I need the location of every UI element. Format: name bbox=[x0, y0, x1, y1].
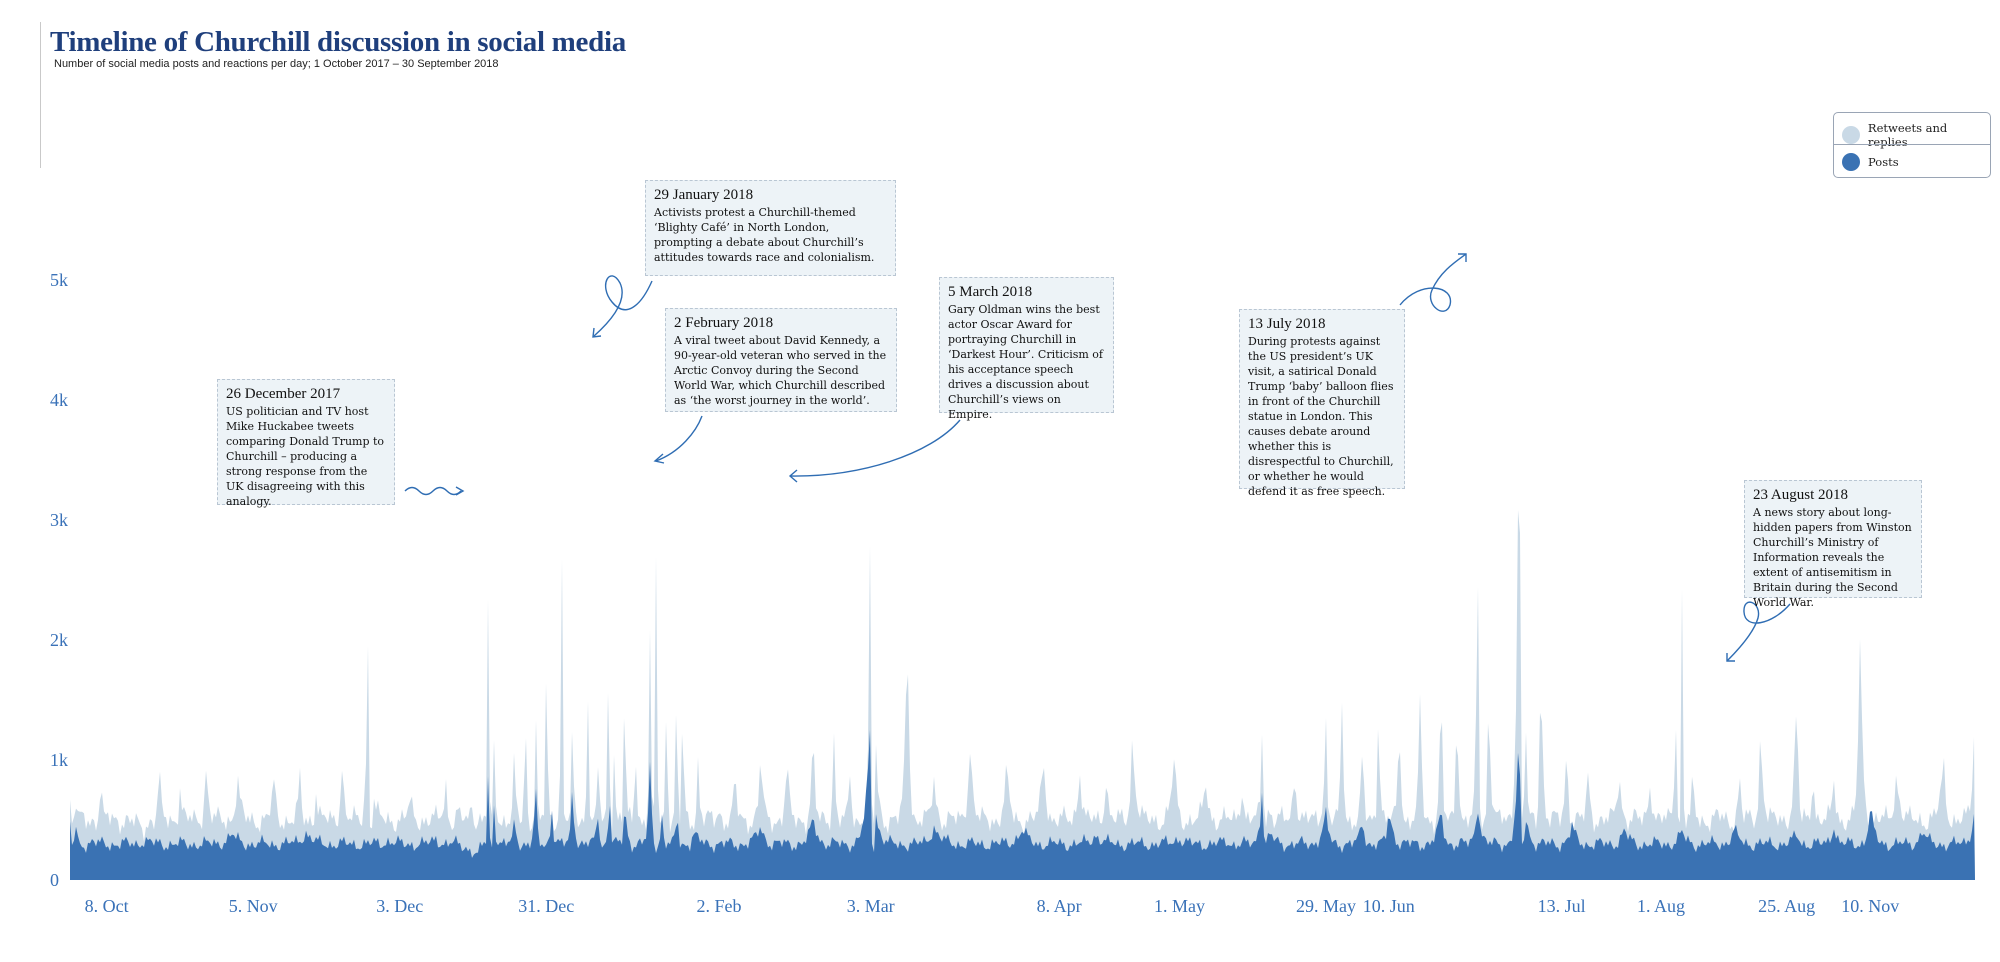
x-tick-label: 1. Aug bbox=[1637, 896, 1685, 916]
x-tick-label: 1. May bbox=[1154, 896, 1205, 916]
y-tick-label: 3k bbox=[50, 510, 68, 530]
annotation-26-december: 26 December 2017 US politician and TV ho… bbox=[217, 379, 395, 508]
x-tick-label: 31. Dec bbox=[518, 896, 574, 916]
x-tick-label: 5. Nov bbox=[229, 896, 278, 916]
chart-title: Timeline of Churchill discussion in soci… bbox=[50, 26, 626, 58]
x-tick-label: 3. Dec bbox=[376, 896, 423, 916]
annotation-connector-line bbox=[593, 275, 653, 337]
annotation-5-march: 5 March 2018 Gary Oldman wins the best a… bbox=[939, 277, 1114, 421]
annotation-date: 26 December 2017 bbox=[226, 386, 341, 402]
y-tick-label: 0 bbox=[50, 870, 59, 890]
annotation-arrowhead-icon bbox=[455, 486, 465, 496]
y-tick-label: 5k bbox=[50, 270, 68, 290]
y-tick-label: 2k bbox=[50, 630, 68, 650]
legend-label-posts: Posts bbox=[1868, 155, 1899, 169]
annotation-date: 29 January 2018 bbox=[654, 187, 754, 203]
annotation-date: 23 August 2018 bbox=[1753, 487, 1849, 503]
header-divider bbox=[40, 22, 41, 168]
annotation-text: Gary Oldman wins the best actor Oscar Aw… bbox=[948, 303, 1103, 421]
x-tick-label: 8. Oct bbox=[85, 896, 129, 916]
annotation-connector-line bbox=[655, 415, 703, 462]
annotation-connector-line bbox=[789, 419, 961, 477]
annotation-arrowhead-icon bbox=[788, 469, 798, 483]
area-series-posts bbox=[70, 729, 1975, 880]
x-tick-label: 3. Mar bbox=[847, 896, 895, 916]
chart-subtitle: Number of social media posts and reactio… bbox=[54, 58, 499, 70]
annotation-arrowhead-icon bbox=[592, 327, 602, 338]
chart-legend[interactable]: Retweets and replies Posts bbox=[1833, 112, 1991, 178]
annotation-date: 2 February 2018 bbox=[674, 315, 774, 331]
area-series-retweets-and-replies bbox=[70, 510, 1975, 880]
annotation-13-july: 13 July 2018 During protests against the… bbox=[1239, 309, 1405, 498]
annotation-date: 5 March 2018 bbox=[948, 284, 1033, 300]
annotation-arrowhead-icon bbox=[1458, 253, 1467, 262]
x-tick-label: 25. Aug bbox=[1758, 896, 1815, 916]
x-tick-label: 2. Feb bbox=[697, 896, 742, 916]
annotation-connector-line bbox=[1399, 253, 1467, 312]
annotation-connector-line bbox=[404, 486, 462, 496]
x-tick-label: 8. Apr bbox=[1037, 896, 1082, 916]
y-tick-label: 1k bbox=[50, 750, 68, 770]
annotation-29-january: 29 January 2018 Activists protest a Chur… bbox=[645, 180, 896, 276]
retweets-swatch-icon bbox=[1842, 126, 1860, 144]
annotation-text: A news story about long-hidden papers fr… bbox=[1753, 506, 1912, 609]
x-tick-label: 10. Jun bbox=[1363, 896, 1415, 916]
legend-label-retweets: Retweets and replies bbox=[1867, 121, 1948, 149]
legend-divider bbox=[1834, 144, 1990, 145]
annotation-text: During protests against the US president… bbox=[1248, 335, 1394, 498]
x-tick-label: 29. May bbox=[1296, 896, 1356, 916]
annotation-text: US politician and TV host Mike Huckabee … bbox=[226, 405, 385, 508]
legend-item-posts[interactable]: Posts bbox=[1842, 153, 1899, 171]
legend-item-retweets[interactable]: Retweets and replies bbox=[1842, 121, 1990, 149]
x-tick-label: 13. Jul bbox=[1538, 896, 1586, 916]
annotation-arrowhead-icon bbox=[1726, 653, 1735, 662]
y-tick-label: 4k bbox=[50, 390, 68, 410]
annotation-2-february: 2 February 2018 A viral tweet about Davi… bbox=[665, 308, 897, 412]
annotation-date: 13 July 2018 bbox=[1248, 316, 1326, 332]
posts-swatch-icon bbox=[1842, 153, 1860, 171]
x-tick-label: 10. Nov bbox=[1841, 896, 1899, 916]
annotation-connector-line bbox=[1726, 601, 1791, 662]
annotation-arrowhead-icon bbox=[653, 453, 665, 464]
annotation-text: A viral tweet about David Kennedy, a 90-… bbox=[674, 334, 887, 407]
annotation-23-august: 23 August 2018 A news story about long-h… bbox=[1744, 480, 1922, 609]
annotation-text: Activists protest a Churchill-themed ‘Bl… bbox=[654, 206, 875, 264]
